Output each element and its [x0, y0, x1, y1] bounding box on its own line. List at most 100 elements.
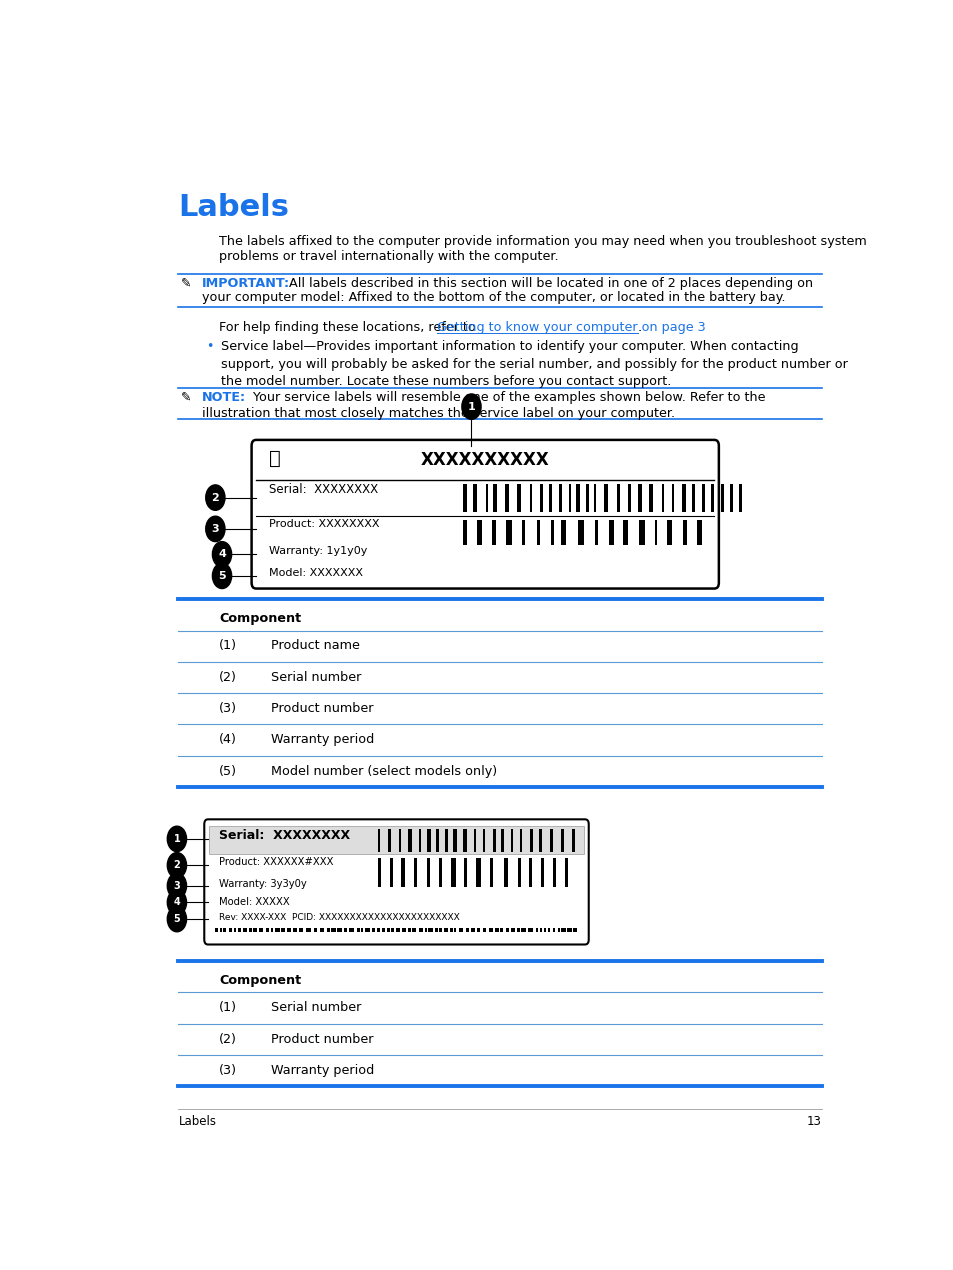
Bar: [376, 928, 380, 932]
Bar: [616, 484, 619, 512]
Circle shape: [461, 394, 480, 419]
Text: Product number: Product number: [271, 1033, 373, 1045]
Bar: [395, 928, 400, 932]
Bar: [701, 484, 704, 512]
Bar: [465, 928, 469, 932]
Bar: [463, 859, 467, 886]
Circle shape: [213, 563, 232, 588]
Bar: [586, 484, 588, 512]
Bar: [435, 928, 437, 932]
Bar: [390, 859, 393, 886]
Bar: [492, 521, 496, 545]
Bar: [327, 928, 330, 932]
Text: For help finding these locations, refer to: For help finding these locations, refer …: [219, 320, 479, 334]
Text: Rev: XXXX-XXX  PCID: XXXXXXXXXXXXXXXXXXXXXXX: Rev: XXXX-XXX PCID: XXXXXXXXXXXXXXXXXXXX…: [219, 913, 459, 922]
Text: 4: 4: [173, 898, 180, 908]
Text: 4: 4: [218, 550, 226, 559]
Bar: [473, 484, 476, 512]
Bar: [691, 484, 694, 512]
Bar: [571, 829, 574, 852]
Bar: [485, 484, 488, 512]
Bar: [552, 928, 555, 932]
Bar: [538, 829, 541, 852]
Bar: [454, 928, 456, 932]
Bar: [517, 928, 519, 932]
Bar: [449, 928, 453, 932]
Bar: [505, 928, 508, 932]
Bar: [476, 859, 480, 886]
Text: (2): (2): [219, 671, 236, 683]
Bar: [428, 928, 433, 932]
Text: Serial:  XXXXXXXX: Serial: XXXXXXXX: [219, 829, 350, 842]
Text: (4): (4): [219, 733, 236, 747]
Bar: [567, 928, 571, 932]
Bar: [424, 928, 426, 932]
Bar: [233, 928, 235, 932]
Bar: [539, 484, 542, 512]
Bar: [482, 829, 485, 852]
Bar: [210, 827, 583, 853]
Circle shape: [213, 541, 232, 566]
Text: the model number. Locate these numbers before you contact support.: the model number. Locate these numbers b…: [220, 376, 670, 389]
Bar: [412, 928, 416, 932]
Bar: [671, 484, 674, 512]
Text: your computer model: Affixed to the bottom of the computer, or located in the ba: your computer model: Affixed to the bott…: [202, 291, 784, 305]
Text: XXXXXXXXXX: XXXXXXXXXX: [420, 451, 549, 469]
Bar: [573, 928, 577, 932]
Bar: [720, 484, 723, 512]
Bar: [418, 928, 423, 932]
Text: Warranty period: Warranty period: [271, 733, 374, 747]
Bar: [453, 829, 456, 852]
Bar: [439, 859, 442, 886]
Bar: [388, 829, 390, 852]
Bar: [349, 928, 354, 932]
Bar: [729, 484, 732, 512]
Text: 2: 2: [212, 493, 219, 503]
Bar: [564, 859, 567, 886]
Bar: [539, 928, 541, 932]
Text: (3): (3): [219, 1064, 236, 1077]
Bar: [337, 928, 341, 932]
Text: Product: XXXXXX#XXX: Product: XXXXXX#XXX: [219, 857, 334, 867]
Bar: [444, 829, 447, 852]
Text: Your service labels will resemble one of the examples shown below. Refer to the: Your service labels will resemble one of…: [245, 391, 764, 404]
Bar: [537, 521, 539, 545]
Text: 3: 3: [173, 881, 180, 890]
Text: (1): (1): [219, 639, 236, 653]
Bar: [462, 521, 467, 545]
Bar: [249, 928, 252, 932]
Bar: [639, 521, 644, 545]
Bar: [548, 484, 552, 512]
Text: 13: 13: [806, 1115, 821, 1128]
Text: Labels: Labels: [178, 1115, 216, 1128]
Bar: [314, 928, 317, 932]
Text: Warranty: 3y3y0y: Warranty: 3y3y0y: [219, 879, 307, 889]
Bar: [377, 859, 380, 886]
Text: •: •: [206, 340, 213, 353]
Bar: [528, 928, 532, 932]
Bar: [493, 484, 497, 512]
Bar: [511, 829, 513, 852]
Bar: [418, 829, 420, 852]
Bar: [558, 484, 561, 512]
Bar: [681, 484, 685, 512]
Bar: [499, 928, 502, 932]
Text: (3): (3): [219, 702, 236, 715]
Text: 1: 1: [173, 834, 180, 843]
Bar: [401, 928, 406, 932]
Bar: [258, 928, 263, 932]
Bar: [550, 829, 553, 852]
Bar: [521, 521, 524, 545]
Bar: [400, 859, 404, 886]
Text: ✎: ✎: [181, 391, 192, 404]
Bar: [492, 829, 495, 852]
Text: Model: XXXXX: Model: XXXXX: [219, 897, 290, 907]
Text: Warranty period: Warranty period: [271, 1064, 374, 1077]
Bar: [275, 928, 279, 932]
Bar: [623, 521, 627, 545]
Text: Component: Component: [219, 612, 301, 625]
Text: NOTE:: NOTE:: [202, 391, 246, 404]
Bar: [436, 829, 438, 852]
Bar: [517, 859, 520, 886]
Text: (5): (5): [219, 765, 236, 777]
